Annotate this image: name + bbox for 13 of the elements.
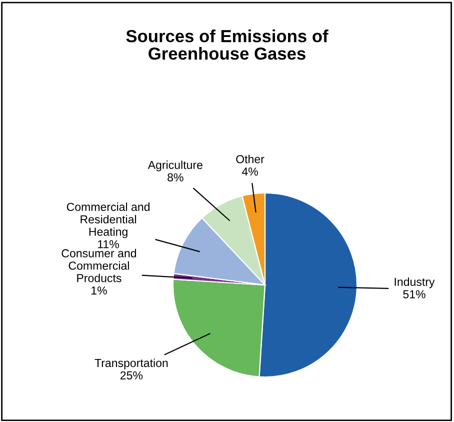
data-label: 25%: [120, 371, 143, 380]
data-label: 51%: [403, 290, 426, 298]
slice-label: Commercial and Residential Heating: [66, 202, 150, 238]
slice-label: Other: [236, 154, 264, 164]
slice-label: Agriculture: [148, 160, 202, 172]
data-label: 1%: [92, 286, 107, 295]
slice-label: Transportation: [94, 358, 168, 370]
data-label: 11%: [98, 240, 119, 248]
chart-title: Sources of Emissions of Greenhouse Gases: [126, 30, 328, 60]
data-label: 4%: [242, 168, 258, 176]
data-label: 8%: [168, 173, 184, 182]
slice-label: Industry: [394, 277, 435, 288]
slice-label: Consumer and Commercial Products: [62, 248, 136, 282]
